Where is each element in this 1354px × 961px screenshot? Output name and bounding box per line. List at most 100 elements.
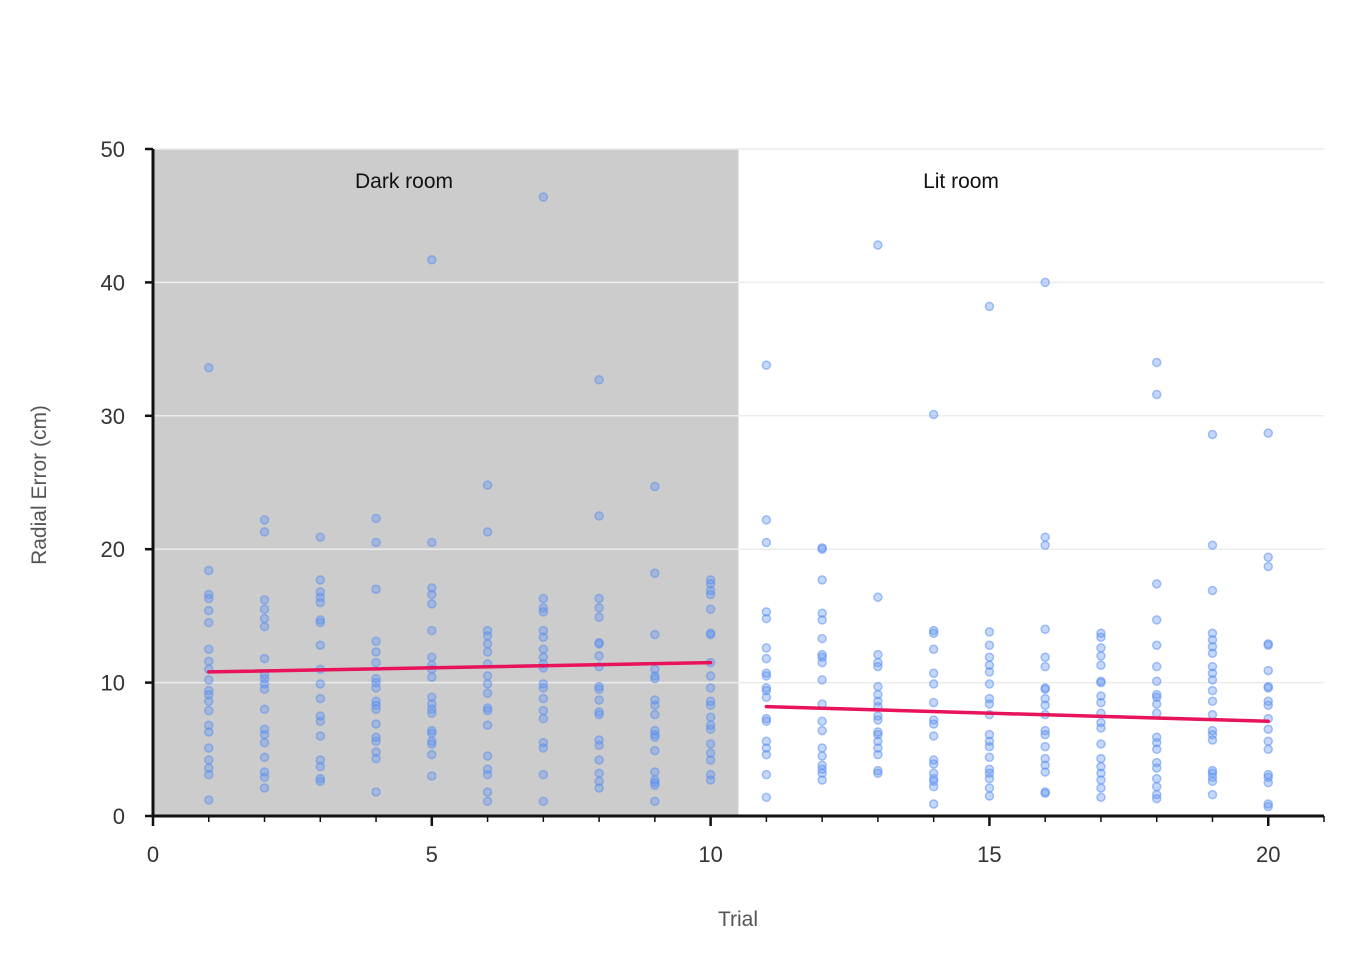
y-tick-label-0: 0 [113, 804, 125, 829]
data-point [538, 769, 549, 780]
data-point [984, 752, 995, 763]
data-point [1096, 783, 1106, 793]
data-point [761, 769, 772, 780]
data-point [928, 715, 939, 725]
data-point [1096, 697, 1106, 708]
data-point [594, 755, 604, 765]
data-point [1151, 640, 1162, 650]
data-point [817, 743, 827, 753]
data-point [371, 584, 381, 594]
data-point [761, 668, 772, 679]
data-point [538, 625, 549, 636]
data-point [650, 481, 660, 492]
data-point [1096, 761, 1106, 772]
tick-labels: 0 10 20 30 40 50 0 5 10 15 20 [101, 137, 1281, 867]
data-point [1040, 624, 1050, 634]
data-point [1263, 428, 1273, 438]
data-point [427, 254, 437, 265]
data-point [1263, 724, 1273, 735]
data-point [1096, 717, 1106, 728]
data-point [1096, 753, 1106, 764]
y-tick-label-20: 20 [101, 537, 125, 562]
data-point [1263, 801, 1273, 812]
data-point [427, 672, 437, 683]
data-point [1207, 540, 1218, 550]
data-point [1207, 725, 1218, 736]
gridlines [153, 148, 1324, 684]
data-point [482, 787, 493, 797]
data-point [1151, 615, 1162, 625]
y-tick-label-40: 40 [101, 270, 125, 295]
data-point [1151, 744, 1162, 755]
data-point [873, 649, 883, 660]
data-point [204, 727, 214, 737]
data-point [594, 707, 604, 717]
data-point [1263, 744, 1273, 755]
data-point [259, 752, 270, 763]
data-point [427, 537, 437, 548]
data-point [1040, 725, 1050, 736]
data-point [1207, 709, 1218, 720]
data-point [650, 732, 660, 743]
data-point [482, 625, 493, 636]
data-point [1151, 676, 1162, 687]
data-point [259, 515, 270, 525]
data-point [204, 617, 214, 628]
data-point [538, 603, 549, 613]
data-point [538, 737, 549, 748]
data-point [482, 527, 493, 537]
data-point [259, 783, 270, 793]
data-point [650, 725, 660, 736]
data-point [594, 603, 604, 613]
data-point [538, 693, 549, 704]
data-point [1096, 628, 1106, 638]
data-point [873, 768, 883, 779]
data-point [594, 681, 604, 692]
data-point [1151, 757, 1162, 768]
data-point [259, 621, 270, 632]
data-point [761, 743, 772, 753]
data-point [984, 791, 995, 801]
data-point [1207, 789, 1218, 800]
data-point [482, 703, 493, 713]
data-point [1263, 736, 1273, 747]
data-point [928, 731, 939, 741]
data-point [928, 668, 939, 679]
data-point [482, 679, 493, 689]
data-point [1151, 357, 1162, 368]
data-point [315, 761, 326, 772]
data-point [1096, 792, 1106, 803]
data-point [761, 713, 772, 724]
data-point [371, 513, 381, 524]
data-point [984, 667, 995, 677]
data-point [705, 712, 716, 723]
data-point [204, 685, 214, 696]
data-point [1096, 676, 1106, 687]
data-point [761, 643, 772, 653]
data-point [984, 301, 995, 312]
data-point [259, 767, 270, 777]
data-point [928, 768, 939, 779]
data-point [984, 652, 995, 663]
data-point [482, 705, 493, 716]
data-point [817, 675, 827, 685]
data-point [371, 753, 381, 764]
data-point [204, 720, 214, 731]
data-point [1151, 689, 1162, 700]
data-point [984, 627, 995, 637]
data-point [1151, 389, 1162, 400]
data-point [1040, 683, 1050, 693]
data-point [1040, 661, 1050, 672]
data-point [1207, 768, 1218, 779]
data-point [873, 657, 883, 668]
data-point [204, 589, 214, 600]
data-point [761, 613, 772, 624]
x-tick-label-20: 20 [1256, 842, 1280, 867]
data-point [1096, 643, 1106, 653]
data-point [259, 527, 270, 537]
data-point [371, 719, 381, 729]
data-point [427, 771, 437, 781]
data-point [538, 705, 549, 716]
data-point [482, 671, 493, 681]
